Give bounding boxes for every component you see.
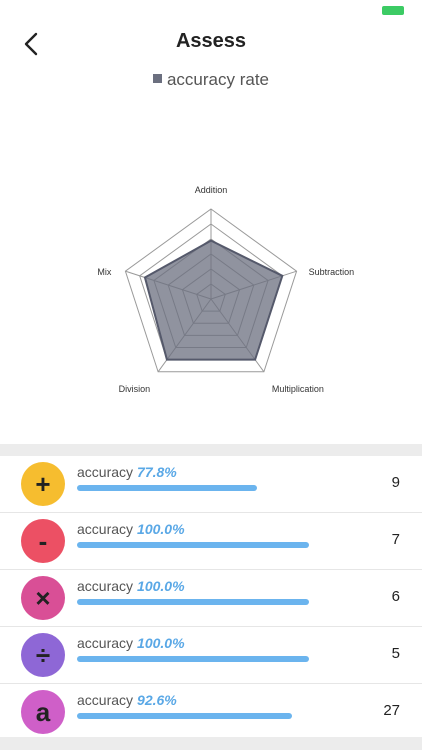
accuracy-percent: 92.6%: [137, 692, 177, 708]
accuracy-bar-fill: [77, 599, 309, 605]
battery-icon: [382, 6, 404, 15]
radar-axis-label: Multiplication: [272, 384, 324, 394]
chevron-left-icon: [24, 32, 38, 56]
accuracy-bar-track: [77, 542, 309, 548]
accuracy-text: accuracy 100.0%: [77, 635, 185, 651]
accuracy-bar-track: [77, 713, 309, 719]
radar-axis-label: Addition: [195, 185, 228, 195]
accuracy-label: accuracy: [77, 464, 134, 480]
list-item[interactable]: ÷ accuracy 100.0% 5: [0, 627, 422, 684]
accuracy-bar-fill: [77, 656, 309, 662]
question-count: 27: [383, 702, 400, 719]
radar-series-area: [143, 239, 284, 361]
accuracy-text: accuracy 77.8%: [77, 464, 177, 480]
accuracy-bar-track: [77, 485, 309, 491]
operation-icon: a: [21, 690, 65, 734]
radar-axis-label: Mix: [97, 267, 111, 277]
radar-axis-label: Division: [119, 384, 151, 394]
radar-grid-ring: [124, 208, 298, 373]
accuracy-bar-fill: [77, 713, 292, 719]
accuracy-label: accuracy: [77, 635, 134, 651]
operation-icon: -: [21, 519, 65, 563]
list-item[interactable]: + accuracy 77.8% 9: [0, 456, 422, 513]
question-count: 9: [391, 474, 400, 491]
legend-swatch: [152, 74, 162, 83]
accuracy-bar-fill: [77, 542, 309, 548]
accuracy-bar-fill: [77, 485, 258, 491]
question-count: 5: [391, 645, 400, 662]
page-title: Assess: [175, 30, 247, 52]
accuracy-bar-track: [77, 656, 309, 662]
accuracy-percent: 100.0%: [137, 578, 185, 594]
accuracy-percent: 100.0%: [137, 635, 185, 651]
accuracy-label: accuracy: [77, 521, 134, 537]
legend-label: accuracy rate: [166, 70, 270, 89]
question-count: 7: [391, 531, 400, 548]
list-item[interactable]: - accuracy 100.0% 7: [0, 513, 422, 570]
list-item[interactable]: × accuracy 100.0% 6: [0, 570, 422, 627]
radar-axis-label: Subtraction: [309, 267, 355, 277]
accuracy-label: accuracy: [77, 692, 134, 708]
operation-icon: +: [21, 462, 65, 506]
section-divider: [0, 444, 422, 456]
accuracy-bar-track: [77, 599, 309, 605]
operation-icon: ×: [21, 576, 65, 620]
accuracy-percent: 77.8%: [137, 464, 177, 480]
bottom-bar: [0, 737, 422, 750]
operation-icon: ÷: [21, 633, 65, 677]
accuracy-label: accuracy: [77, 578, 134, 594]
back-button[interactable]: [18, 30, 46, 58]
question-count: 6: [391, 588, 400, 605]
header: Assess: [0, 24, 422, 64]
chart-legend: accuracy rate: [0, 70, 422, 90]
accuracy-text: accuracy 100.0%: [77, 578, 185, 594]
accuracy-text: accuracy 100.0%: [77, 521, 185, 537]
accuracy-percent: 100.0%: [137, 521, 185, 537]
accuracy-text: accuracy 92.6%: [77, 692, 177, 708]
list-item[interactable]: a accuracy 92.6% 27: [0, 684, 422, 741]
operation-list: + accuracy 77.8% 9- accuracy 100.0% 7 × accuracy…: [0, 456, 422, 741]
radar-chart: Addition Subtraction Multiplication Divisio…: [97, 185, 355, 394]
